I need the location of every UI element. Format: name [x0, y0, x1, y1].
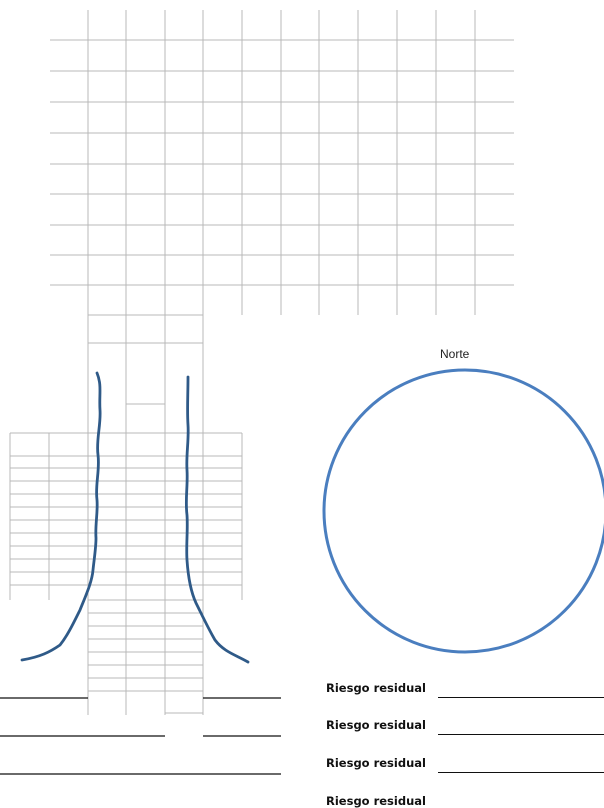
- lower-grid: [9, 432, 243, 714]
- residual-risk-label-1: Riesgo residual: [326, 681, 426, 695]
- river-right-bank: [184, 375, 250, 664]
- residual-risk-label-2: Riesgo residual: [326, 718, 426, 732]
- compass-circle: [322, 368, 604, 654]
- residual-risk-label-3: Riesgo residual: [326, 756, 426, 770]
- river-left-bank: [20, 371, 102, 662]
- residual-risk-line-3: [438, 772, 604, 773]
- bottom-left-lines: [0, 697, 281, 775]
- residual-risk-line-2: [438, 734, 604, 735]
- residual-risk-line-1: [438, 697, 604, 698]
- compass-north-label: Norte: [440, 347, 470, 361]
- upper-grid: [50, 10, 514, 715]
- residual-risk-label-4: Riesgo residual: [326, 794, 426, 808]
